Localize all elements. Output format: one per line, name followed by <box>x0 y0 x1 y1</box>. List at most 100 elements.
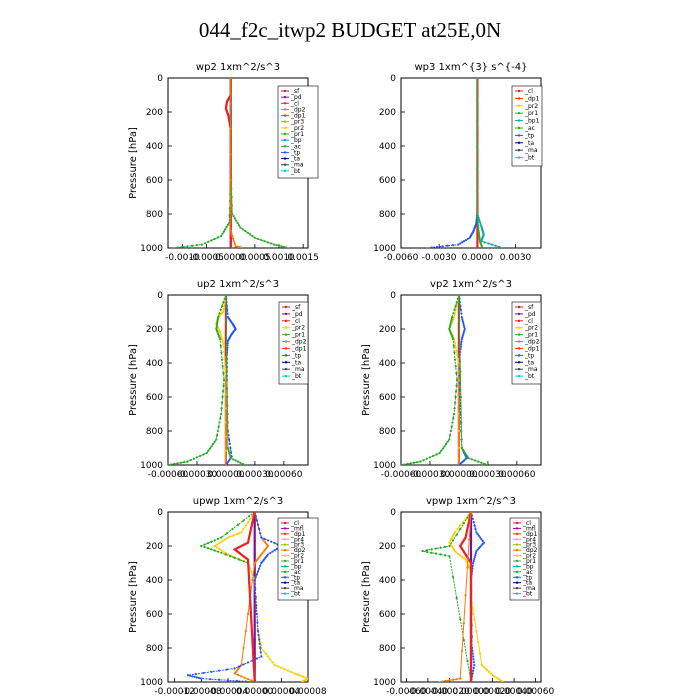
series-point <box>248 536 251 539</box>
legend-label: _pr3 <box>290 542 304 549</box>
legend-marker <box>283 108 287 111</box>
legend-label: _dp1 <box>522 531 538 538</box>
legend-label: _pr2 <box>524 103 538 110</box>
series-point <box>478 238 481 241</box>
series-point <box>226 339 229 342</box>
series-point <box>441 447 444 450</box>
series-point <box>195 244 199 247</box>
series-point <box>425 549 429 552</box>
y-tick-label: 200 <box>379 542 396 552</box>
series-point <box>456 353 459 357</box>
series-point <box>457 446 461 450</box>
legend-marker <box>517 89 521 93</box>
series-point <box>474 553 477 557</box>
series-point <box>215 546 218 549</box>
series-point <box>456 527 459 531</box>
series-point <box>242 527 245 531</box>
series-point <box>415 461 419 464</box>
series-point <box>464 517 467 520</box>
legend-label: _pr2 <box>522 553 536 560</box>
series-point <box>477 233 481 236</box>
legend-marker <box>283 132 287 136</box>
x-tick-label: -0.00012 <box>154 687 194 697</box>
panel-title: wp3 1xm^{3} s^{-4} <box>414 62 527 73</box>
series-point <box>250 570 253 573</box>
series-point <box>220 536 223 539</box>
series-point <box>450 333 453 336</box>
series-point <box>476 548 479 551</box>
series-point <box>412 461 415 464</box>
series-point <box>463 329 466 332</box>
series-point <box>449 539 452 543</box>
series-point <box>226 446 229 450</box>
x-tick-label: 0.00060 <box>498 470 535 480</box>
series-point <box>459 524 462 527</box>
legend-marker <box>517 347 521 350</box>
y-tick-label: 200 <box>146 325 163 335</box>
series-point <box>453 550 456 553</box>
legend-label: _ma <box>290 162 304 169</box>
series-point <box>226 312 229 315</box>
series-point <box>455 372 458 375</box>
y-tick-label: 400 <box>379 359 396 369</box>
series-point <box>451 421 454 424</box>
series-point <box>409 462 412 465</box>
series-point <box>244 629 247 633</box>
series-point <box>213 544 216 548</box>
y-tick-label: 400 <box>379 142 396 152</box>
series-point <box>250 526 253 529</box>
series-point <box>207 449 210 452</box>
series-point <box>255 657 258 660</box>
series-point <box>466 566 469 569</box>
series-point <box>255 612 258 616</box>
panel-title: up2 1xm^2/s^3 <box>197 279 279 290</box>
series-point <box>210 540 213 543</box>
x-tick-label: -0.00008 <box>181 687 222 697</box>
series-point <box>476 78 479 80</box>
series-point <box>215 325 218 329</box>
series-point <box>219 308 222 311</box>
series-point <box>470 458 473 461</box>
series-point <box>176 462 179 465</box>
series-point <box>244 229 247 233</box>
legend-marker <box>517 367 521 371</box>
legend-label: _tp <box>522 574 532 581</box>
series-ac <box>172 78 232 248</box>
legend-marker <box>517 97 521 100</box>
series-point <box>475 629 478 633</box>
series-point <box>493 675 496 678</box>
series-point <box>248 578 251 582</box>
series-point <box>500 679 503 682</box>
series-point <box>198 676 201 680</box>
series-point <box>248 515 251 518</box>
series-point <box>455 597 458 600</box>
series-point <box>223 297 226 300</box>
series-point <box>176 246 179 248</box>
series-point <box>472 655 475 658</box>
series-point <box>218 547 221 550</box>
legend-label: _tp <box>290 574 300 581</box>
series-point <box>218 669 221 672</box>
series-point <box>271 661 274 664</box>
y-tick-label: 400 <box>379 576 396 586</box>
series-point <box>462 333 465 336</box>
series-point <box>233 667 236 670</box>
series-point <box>466 659 469 663</box>
series-point <box>498 678 501 681</box>
series-point <box>466 237 469 241</box>
series-point <box>286 669 290 672</box>
series-point <box>460 316 463 319</box>
series-point <box>220 351 223 354</box>
legend-marker <box>517 104 521 108</box>
series-point <box>259 646 262 650</box>
legend-marker <box>517 126 521 130</box>
series-point <box>439 553 442 556</box>
series-point <box>244 542 247 545</box>
series-point <box>280 245 283 248</box>
series-point <box>222 301 225 304</box>
legend-marker <box>517 141 521 144</box>
legend-marker <box>284 312 288 316</box>
series-point <box>213 440 216 443</box>
legend-label: _pr1 <box>522 558 536 565</box>
series-point <box>218 421 221 424</box>
